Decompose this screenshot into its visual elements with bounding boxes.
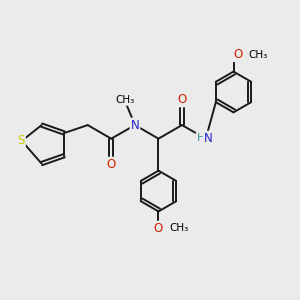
Text: O: O — [106, 158, 116, 171]
Text: N: N — [204, 132, 212, 145]
Text: S: S — [17, 134, 25, 147]
Text: H: H — [196, 133, 205, 143]
Text: O: O — [154, 222, 163, 235]
Text: O: O — [233, 48, 242, 61]
Text: N: N — [130, 118, 140, 132]
Text: CH₃: CH₃ — [248, 50, 268, 60]
Text: CH₃: CH₃ — [115, 95, 134, 105]
Text: O: O — [177, 93, 187, 106]
Text: CH₃: CH₃ — [169, 223, 188, 233]
